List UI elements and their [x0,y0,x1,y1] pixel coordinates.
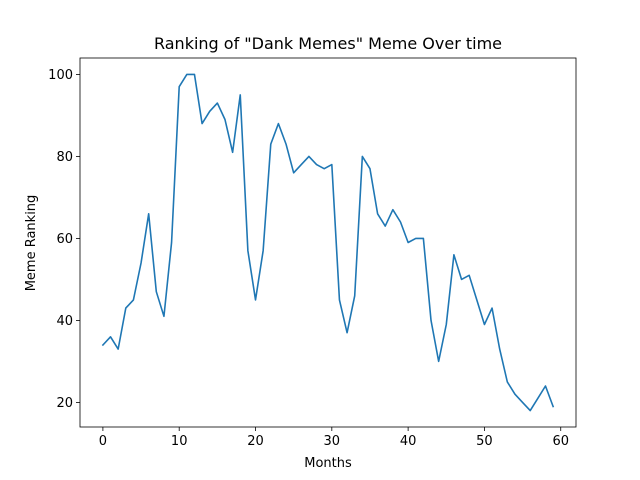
x-tick-label: 30 [324,434,341,449]
chart-title: Ranking of "Dank Memes" Meme Over time [154,34,502,53]
series-line-0 [101,73,555,412]
y-tick-label: 40 [56,314,73,329]
x-tick-label: 50 [476,434,493,449]
y-tick-label: 20 [56,396,73,411]
y-tick-label: 60 [56,232,73,247]
y-tick-label: 100 [48,68,73,83]
y-axis: 20 40 60 80 100 [48,68,80,411]
y-axis-label: Meme Ranking [24,195,39,292]
x-tick-label: 10 [171,434,188,449]
x-tick-label: 20 [247,434,264,449]
x-tick-label: 0 [99,434,107,449]
plot-frame [79,57,577,428]
x-axis-label: Months [304,456,352,471]
y-tick-label: 80 [56,150,73,165]
x-tick-label: 40 [400,434,417,449]
x-tick-label: 60 [552,434,569,449]
plot-area [101,73,555,412]
x-axis: 0 10 20 30 40 50 60 [99,427,569,449]
